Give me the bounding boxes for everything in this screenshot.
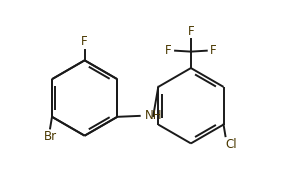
Text: Br: Br xyxy=(44,130,57,143)
Text: Cl: Cl xyxy=(226,138,237,151)
Text: NH: NH xyxy=(145,109,162,122)
Text: F: F xyxy=(81,35,88,48)
Text: F: F xyxy=(210,44,217,57)
Text: F: F xyxy=(188,24,194,37)
Text: F: F xyxy=(165,44,172,57)
